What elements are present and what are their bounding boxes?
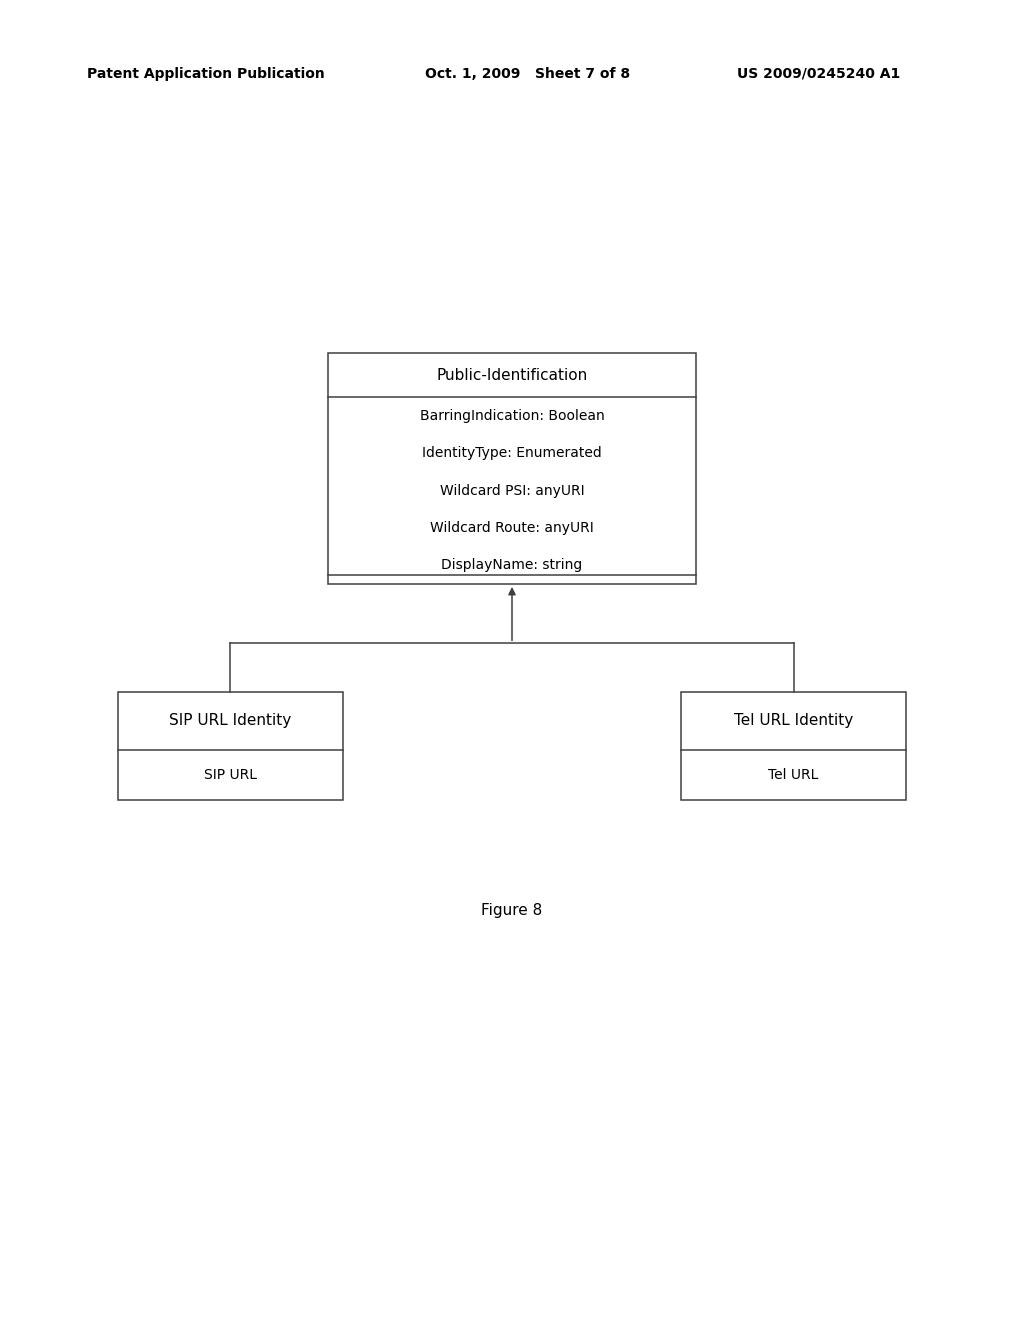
Text: BarringIndication: Boolean: BarringIndication: Boolean <box>420 409 604 422</box>
Text: SIP URL Identity: SIP URL Identity <box>169 713 292 729</box>
Text: SIP URL: SIP URL <box>204 768 257 781</box>
Text: US 2009/0245240 A1: US 2009/0245240 A1 <box>737 67 900 81</box>
Text: Wildcard PSI: anyURI: Wildcard PSI: anyURI <box>439 483 585 498</box>
Text: Patent Application Publication: Patent Application Publication <box>87 67 325 81</box>
Text: Tel URL Identity: Tel URL Identity <box>734 713 853 729</box>
Text: Figure 8: Figure 8 <box>481 903 543 919</box>
Bar <box>328 354 696 583</box>
Text: Tel URL: Tel URL <box>768 768 819 781</box>
Text: Oct. 1, 2009   Sheet 7 of 8: Oct. 1, 2009 Sheet 7 of 8 <box>425 67 630 81</box>
Text: Wildcard Route: anyURI: Wildcard Route: anyURI <box>430 521 594 535</box>
Bar <box>118 692 343 800</box>
Text: IdentityType: Enumerated: IdentityType: Enumerated <box>422 446 602 461</box>
Bar <box>681 692 906 800</box>
Text: DisplayName: string: DisplayName: string <box>441 558 583 573</box>
Text: Public-Identification: Public-Identification <box>436 367 588 383</box>
